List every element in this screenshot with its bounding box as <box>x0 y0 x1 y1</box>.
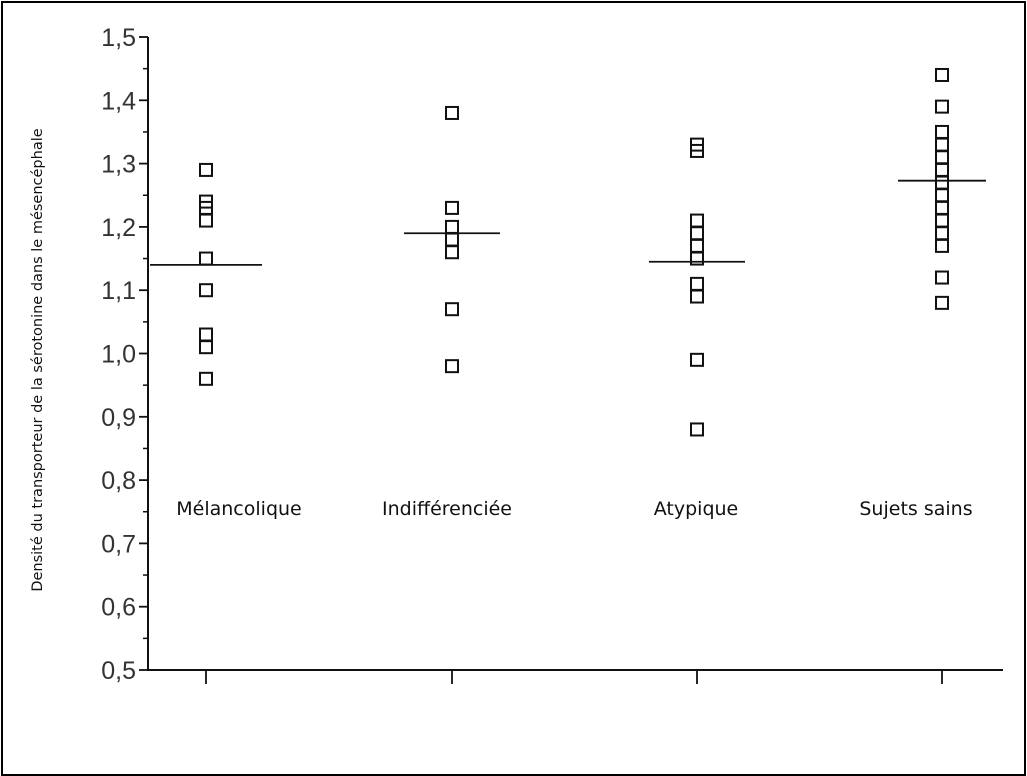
y-tick-label: 0,5 <box>101 657 136 685</box>
data-point <box>935 162 949 177</box>
y-tick-label: 1,1 <box>101 277 136 305</box>
data-point <box>445 245 459 260</box>
data-point <box>445 200 459 215</box>
data-point <box>445 302 459 317</box>
data-point <box>935 226 949 241</box>
y-tick-label: 1,3 <box>101 151 136 179</box>
data-point <box>199 340 213 355</box>
data-point <box>935 213 949 228</box>
data-point <box>199 371 213 386</box>
y-tick-label: 0,8 <box>101 467 136 495</box>
data-points <box>199 67 949 437</box>
data-point <box>935 200 949 215</box>
y-tick-label: 0,7 <box>101 530 136 558</box>
x-ticks <box>205 670 943 684</box>
category-labels: Mélancolique Indifférenciée Atypique Sujets… <box>176 498 972 520</box>
y-tick-label: 1,2 <box>101 214 136 242</box>
data-point <box>445 105 459 120</box>
data-point <box>935 238 949 253</box>
data-point <box>935 124 949 139</box>
data-point <box>690 289 704 304</box>
y-tick-label: 0,9 <box>101 404 136 432</box>
data-point <box>690 143 704 158</box>
data-point <box>445 232 459 247</box>
data-point <box>690 422 704 437</box>
mean-lines <box>150 179 986 266</box>
data-point <box>690 251 704 266</box>
data-point <box>199 213 213 228</box>
category-label: Indifférenciée <box>382 498 512 520</box>
data-point <box>199 162 213 177</box>
data-point <box>199 251 213 266</box>
data-point <box>935 150 949 165</box>
data-point <box>445 359 459 374</box>
y-tick-label: 1,4 <box>101 87 136 115</box>
data-point <box>935 295 949 310</box>
data-point <box>199 283 213 298</box>
data-point <box>690 352 704 367</box>
y-tick-label: 1,5 <box>101 24 136 52</box>
data-point <box>690 238 704 253</box>
data-point <box>935 188 949 203</box>
axes <box>147 37 1003 671</box>
category-label: Atypique <box>654 498 739 520</box>
y-tick-label: 0,6 <box>101 594 136 622</box>
category-label: Mélancolique <box>176 498 301 520</box>
data-point <box>199 327 213 342</box>
data-point <box>935 137 949 152</box>
y-tick-label: 1,0 <box>101 341 136 369</box>
data-point <box>935 270 949 285</box>
category-label: Sujets sains <box>859 498 972 520</box>
y-ticks: 1,5 1,4 1,3 1,2 1,1 1,0 0,9 0,8 0,7 0,6 0,5 <box>101 24 148 685</box>
data-point <box>690 226 704 241</box>
data-point <box>690 276 704 291</box>
data-point <box>935 99 949 114</box>
data-point <box>935 175 949 190</box>
data-point <box>935 67 949 82</box>
data-point <box>690 213 704 228</box>
data-point <box>445 219 459 234</box>
y-axis-label: Densité du transporteur de la sérotonine… <box>30 128 46 591</box>
